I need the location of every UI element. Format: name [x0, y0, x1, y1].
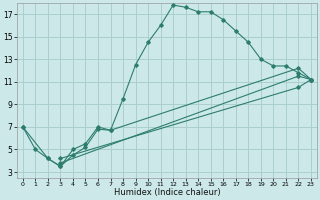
- X-axis label: Humidex (Indice chaleur): Humidex (Indice chaleur): [114, 188, 220, 197]
